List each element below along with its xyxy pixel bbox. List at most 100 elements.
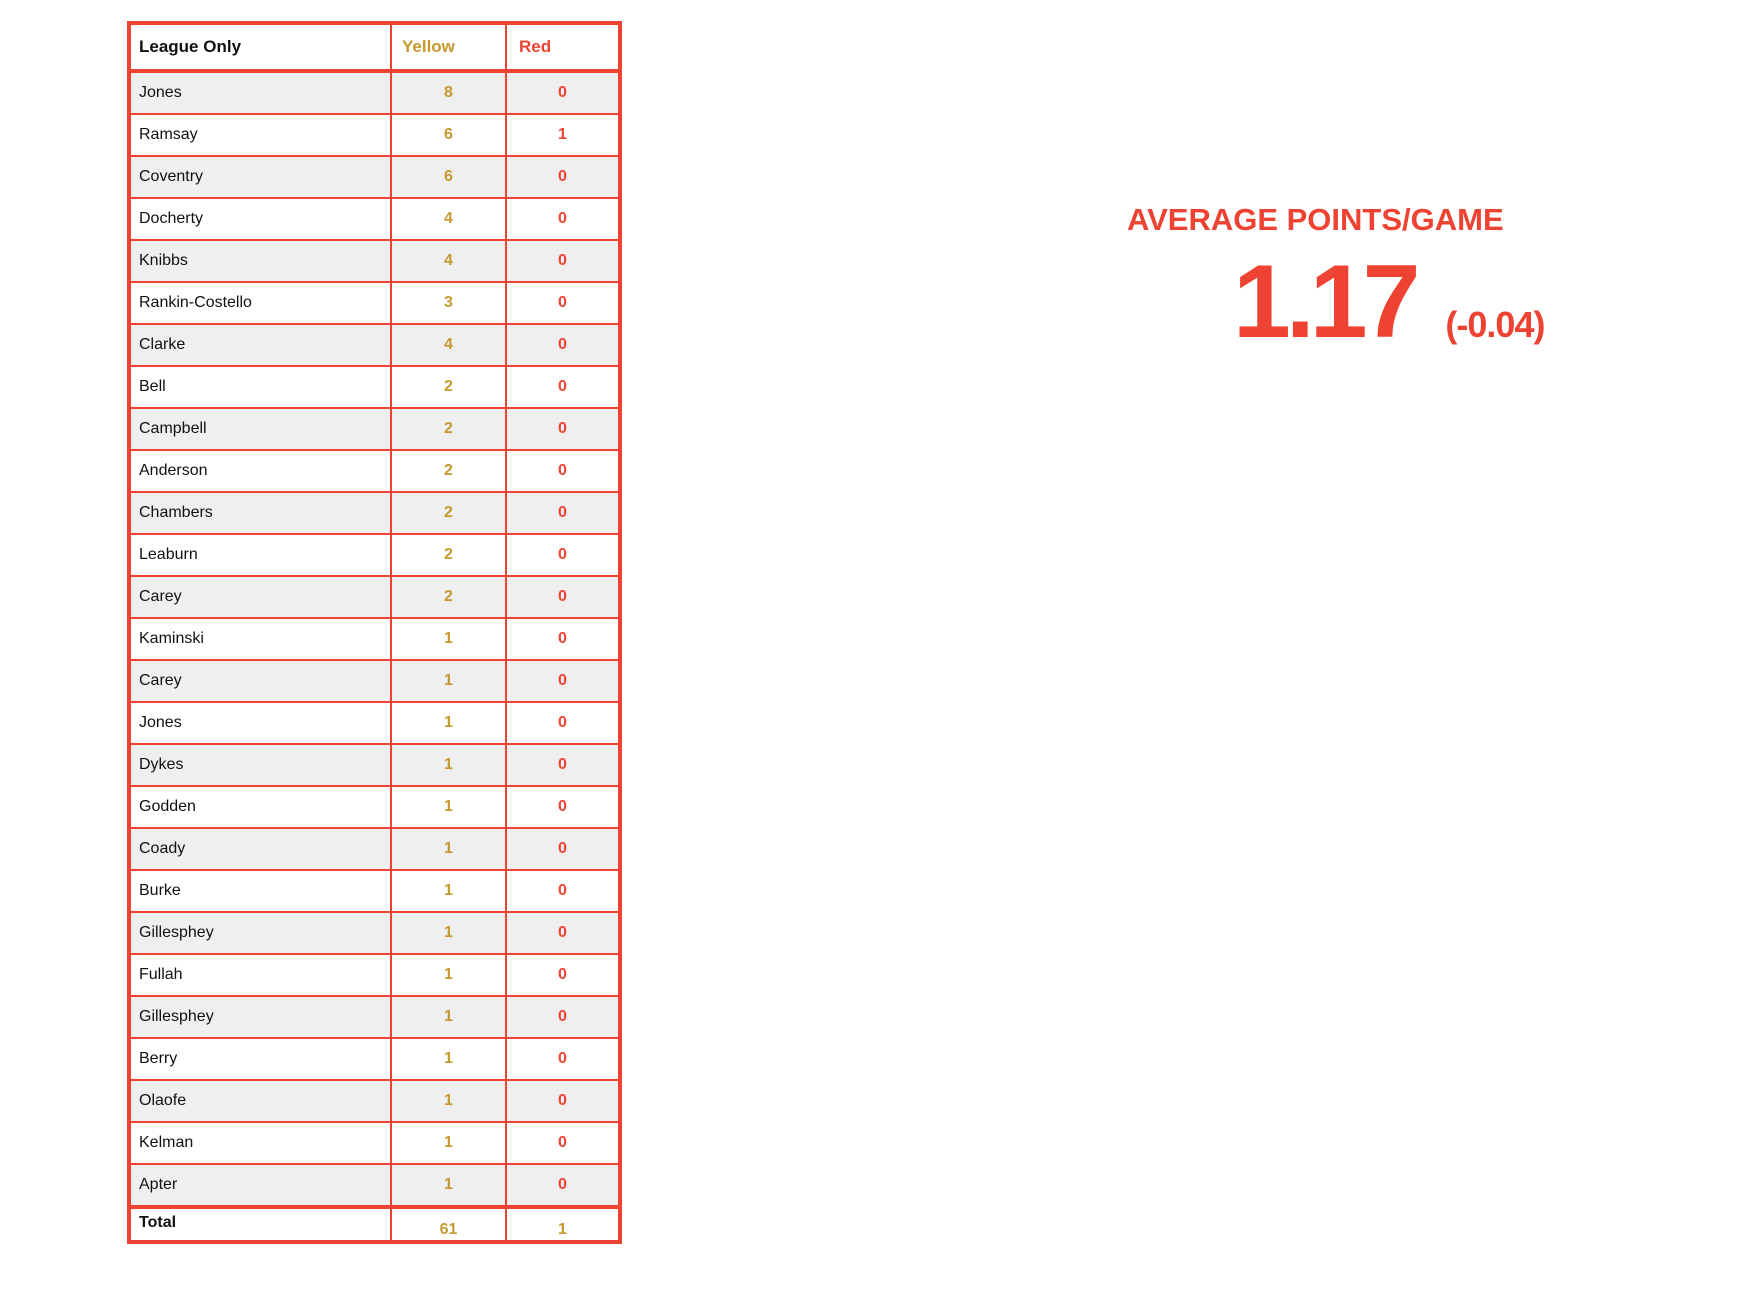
red-count: 0 bbox=[505, 155, 621, 199]
red-count: 0 bbox=[505, 323, 621, 367]
table-row: Kaminski 1 0 bbox=[128, 617, 621, 661]
table-row: Godden 1 0 bbox=[128, 785, 621, 829]
kpi-delta: (-0.04) bbox=[1445, 304, 1545, 345]
table-row: Olaofe 1 0 bbox=[128, 1079, 621, 1123]
table-row: Jones 8 0 bbox=[128, 70, 621, 115]
yellow-count: 4 bbox=[390, 239, 507, 283]
player-name: Jones bbox=[128, 701, 392, 745]
yellow-count: 1 bbox=[390, 1163, 507, 1208]
yellow-count: 1 bbox=[390, 743, 507, 787]
red-count: 0 bbox=[505, 1037, 621, 1081]
table-body: Jones 8 0 Ramsay 6 1 Coventry 6 0 Docherty 4 0 Knibb… bbox=[128, 70, 621, 1208]
red-count: 0 bbox=[505, 365, 621, 409]
table-row: Carey 2 0 bbox=[128, 575, 621, 619]
yellow-count: 2 bbox=[390, 575, 507, 619]
red-count: 0 bbox=[505, 1163, 621, 1208]
yellow-count: 8 bbox=[390, 70, 507, 115]
red-count: 0 bbox=[505, 575, 621, 619]
red-count: 0 bbox=[505, 995, 621, 1039]
table-row: Ramsay 6 1 bbox=[128, 113, 621, 157]
table-footer: Total 61 1 bbox=[128, 1205, 621, 1243]
player-name: Campbell bbox=[128, 407, 392, 451]
yellow-count: 6 bbox=[390, 113, 507, 157]
table-row: Rankin-Costello 3 0 bbox=[128, 281, 621, 325]
table-row: Campbell 2 0 bbox=[128, 407, 621, 451]
table-row: Chambers 2 0 bbox=[128, 491, 621, 535]
yellow-count: 1 bbox=[390, 869, 507, 913]
player-name: Kelman bbox=[128, 1121, 392, 1165]
yellow-count: 2 bbox=[390, 491, 507, 535]
player-name: Gillesphey bbox=[128, 911, 392, 955]
table-row: Carey 1 0 bbox=[128, 659, 621, 703]
yellow-count: 1 bbox=[390, 1079, 507, 1123]
player-name: Ramsay bbox=[128, 113, 392, 157]
player-name: Carey bbox=[128, 575, 392, 619]
red-count: 0 bbox=[505, 281, 621, 325]
yellow-count: 1 bbox=[390, 701, 507, 745]
player-name: Docherty bbox=[128, 197, 392, 241]
yellow-count: 1 bbox=[390, 1121, 507, 1165]
red-count: 0 bbox=[505, 701, 621, 745]
kpi-title: AVERAGE POINTS/GAME bbox=[1127, 202, 1504, 237]
table-row: Leaburn 2 0 bbox=[128, 533, 621, 577]
player-name: Berry bbox=[128, 1037, 392, 1081]
player-name: Anderson bbox=[128, 449, 392, 493]
kpi-row: 1.17 (-0.04) bbox=[1233, 244, 1545, 360]
red-count: 0 bbox=[505, 533, 621, 577]
table-row: Gillesphey 1 0 bbox=[128, 995, 621, 1039]
player-name: Leaburn bbox=[128, 533, 392, 577]
player-name: Fullah bbox=[128, 953, 392, 997]
table-row: Coady 1 0 bbox=[128, 827, 621, 871]
red-count: 0 bbox=[505, 491, 621, 535]
total-label: Total bbox=[128, 1205, 392, 1243]
cards-table-header: League Only Yellow Red bbox=[128, 22, 621, 73]
table-row: Jones 1 0 bbox=[128, 701, 621, 745]
player-name: Bell bbox=[128, 365, 392, 409]
player-name: Gillesphey bbox=[128, 995, 392, 1039]
table-row: Fullah 1 0 bbox=[128, 953, 621, 997]
red-count: 0 bbox=[505, 1079, 621, 1123]
yellow-count: 2 bbox=[390, 533, 507, 577]
yellow-count: 2 bbox=[390, 407, 507, 451]
kpi-value: 1.17 bbox=[1233, 244, 1420, 360]
total-row: Total 61 1 bbox=[128, 1205, 621, 1243]
table-row: Docherty 4 0 bbox=[128, 197, 621, 241]
header-yellow: Yellow bbox=[390, 22, 507, 73]
player-name: Carey bbox=[128, 659, 392, 703]
yellow-count: 1 bbox=[390, 659, 507, 703]
yellow-count: 1 bbox=[390, 911, 507, 955]
header-row: League Only Yellow Red bbox=[128, 22, 621, 73]
player-name: Knibbs bbox=[128, 239, 392, 283]
table-row: Apter 1 0 bbox=[128, 1163, 621, 1208]
table-row: Bell 2 0 bbox=[128, 365, 621, 409]
red-count: 0 bbox=[505, 869, 621, 913]
table-row: Gillesphey 1 0 bbox=[128, 911, 621, 955]
player-name: Rankin-Costello bbox=[128, 281, 392, 325]
yellow-count: 2 bbox=[390, 449, 507, 493]
red-count: 0 bbox=[505, 911, 621, 955]
yellow-count: 1 bbox=[390, 617, 507, 661]
table-row: Coventry 6 0 bbox=[128, 155, 621, 199]
yellow-count: 1 bbox=[390, 827, 507, 871]
red-count: 0 bbox=[505, 617, 621, 661]
red-count: 0 bbox=[505, 743, 621, 787]
player-name: Kaminski bbox=[128, 617, 392, 661]
yellow-count: 2 bbox=[390, 365, 507, 409]
red-count: 0 bbox=[505, 449, 621, 493]
yellow-count: 6 bbox=[390, 155, 507, 199]
red-count: 1 bbox=[505, 113, 621, 157]
player-name: Chambers bbox=[128, 491, 392, 535]
yellow-count: 1 bbox=[390, 785, 507, 829]
red-count: 0 bbox=[505, 197, 621, 241]
player-name: Coady bbox=[128, 827, 392, 871]
cards-table: League Only Yellow Red Jones 8 0 Ramsay 6 1 Co… bbox=[127, 21, 622, 1244]
red-count: 0 bbox=[505, 1121, 621, 1165]
red-count: 0 bbox=[505, 407, 621, 451]
header-league-only: League Only bbox=[128, 22, 392, 73]
player-name: Jones bbox=[128, 70, 392, 115]
player-name: Olaofe bbox=[128, 1079, 392, 1123]
player-name: Apter bbox=[128, 1163, 392, 1208]
red-count: 0 bbox=[505, 659, 621, 703]
table-row: Berry 1 0 bbox=[128, 1037, 621, 1081]
player-name: Godden bbox=[128, 785, 392, 829]
